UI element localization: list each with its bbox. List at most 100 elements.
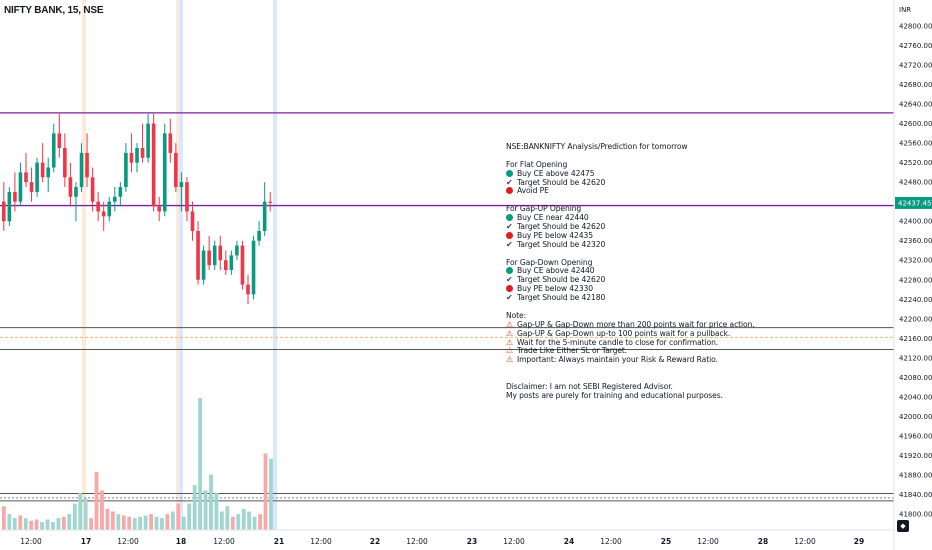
candle-body xyxy=(140,148,145,158)
candle-body xyxy=(146,123,150,158)
candle-body xyxy=(224,260,228,270)
price-tick-label: 42080.00 xyxy=(899,374,932,382)
price-axis xyxy=(894,0,932,550)
candle-body xyxy=(35,162,39,192)
candle-body xyxy=(40,162,45,178)
candle-body xyxy=(157,206,161,212)
candle-body xyxy=(135,148,139,163)
candle-body xyxy=(212,245,217,266)
price-tick-label: 42320.00 xyxy=(899,257,932,265)
time-tick-label: 12:00 xyxy=(117,537,139,546)
volume-bar xyxy=(18,515,23,530)
volume-bar xyxy=(83,498,88,530)
price-tick-label: 42760.00 xyxy=(899,42,932,50)
gap-down-line-3: Buy PE below 42330 xyxy=(506,284,755,294)
flat-opening-title: For Flat Opening xyxy=(506,159,568,169)
candle-body xyxy=(124,152,128,188)
candle-body xyxy=(235,245,239,256)
session-highlight xyxy=(82,0,86,530)
volume-bar xyxy=(143,515,148,530)
candle-body xyxy=(1,201,6,222)
session-highlight xyxy=(179,0,183,530)
candle-body xyxy=(190,211,195,231)
volume-bar xyxy=(165,514,170,530)
volume-bar xyxy=(127,516,132,530)
price-tick-label: 42680.00 xyxy=(899,81,932,89)
candle-body xyxy=(151,123,156,207)
candle-body xyxy=(174,152,178,188)
note-line-5: ⚠ Important: Always maintain your Risk & … xyxy=(506,355,718,365)
price-tick-label: 42200.00 xyxy=(899,315,932,323)
price-tick-label: 41840.00 xyxy=(899,491,932,499)
warning-icon: ⚠ xyxy=(506,337,514,347)
volume-bar xyxy=(263,453,268,530)
volume-bar xyxy=(105,508,110,530)
note-line-4: ⚠ Trade Like Either SL or Target. xyxy=(506,346,628,356)
volume-bar xyxy=(89,518,93,530)
price-tick-label: 42560.00 xyxy=(899,140,932,148)
price-tick-label: 42800.00 xyxy=(899,23,932,31)
candle-body xyxy=(257,230,261,241)
volume-bar xyxy=(214,493,219,530)
candle-body xyxy=(107,201,112,217)
red-circle-icon xyxy=(506,187,513,195)
flat-line-2: ✔ Target Should be 42620 xyxy=(506,177,606,187)
price-tick-label: 42120.00 xyxy=(899,354,932,362)
volume-bar xyxy=(121,515,126,530)
volume-bar xyxy=(192,485,197,530)
price-tick-label: 41960.00 xyxy=(899,432,932,440)
time-tick-label: 12:00 xyxy=(213,537,235,546)
volume-bar xyxy=(170,511,175,530)
note-line-1: ⚠ Gap-UP & Gap-Down more than 200 points … xyxy=(506,319,755,329)
volume-bar xyxy=(241,508,246,530)
volume-bar xyxy=(61,516,66,530)
candle-body xyxy=(268,201,272,203)
volume-bar xyxy=(100,490,104,530)
candle-body xyxy=(101,211,106,217)
volume-bar xyxy=(236,514,241,530)
gap-down-line-1: Buy CE above 42440 xyxy=(506,267,755,276)
candle-body xyxy=(218,245,223,261)
check-mark-icon: ✔ xyxy=(506,177,513,187)
candle-body xyxy=(246,284,250,295)
volume-bar xyxy=(12,518,17,530)
volume-bar xyxy=(78,493,83,530)
time-tick-label: 12:00 xyxy=(310,537,332,546)
price-tick-label: 42400.00 xyxy=(899,218,932,226)
volume-bar xyxy=(7,514,12,530)
gap-down-line-2: ✔ Target Should be 42620 xyxy=(506,275,606,285)
volume-bar xyxy=(209,474,213,530)
candle-body xyxy=(96,201,100,212)
volume-bar xyxy=(40,522,44,530)
volume-bar xyxy=(269,458,273,530)
volume-bar xyxy=(111,511,115,530)
volume-bar xyxy=(230,516,235,530)
candle-body xyxy=(162,133,167,212)
volume-bar xyxy=(29,520,34,530)
candle-body xyxy=(46,167,50,178)
session-highlight xyxy=(176,0,179,530)
price-tick-label: 41920.00 xyxy=(899,452,932,460)
volume-bar xyxy=(56,518,61,530)
candle-body xyxy=(129,152,134,163)
candle-body xyxy=(24,172,28,183)
candle-body xyxy=(196,230,200,280)
candle-body xyxy=(85,152,89,178)
price-tick-label: 42720.00 xyxy=(899,62,932,70)
candle-body xyxy=(185,182,189,212)
volume-bar xyxy=(181,516,186,530)
price-tick-label: 42040.00 xyxy=(899,393,932,401)
tradingview-logo-icon[interactable]: ◆ xyxy=(897,520,909,532)
candle-body xyxy=(13,191,17,202)
volume-bar xyxy=(176,503,181,530)
gap-up-line-4: ✔ Target Should be 42320 xyxy=(506,239,606,249)
symbol-title[interactable]: NIFTY BANK, 15, NSE xyxy=(4,5,104,16)
price-tick-label: 42480.00 xyxy=(899,179,932,187)
candle-body xyxy=(118,187,123,197)
volume-bar xyxy=(198,398,202,530)
time-tick-label: 28 xyxy=(758,537,768,546)
note-line-3: ⚠ Wait for the 5-minute candle to close f… xyxy=(506,337,719,347)
volume-bar xyxy=(23,518,28,530)
candle-body xyxy=(179,182,184,188)
